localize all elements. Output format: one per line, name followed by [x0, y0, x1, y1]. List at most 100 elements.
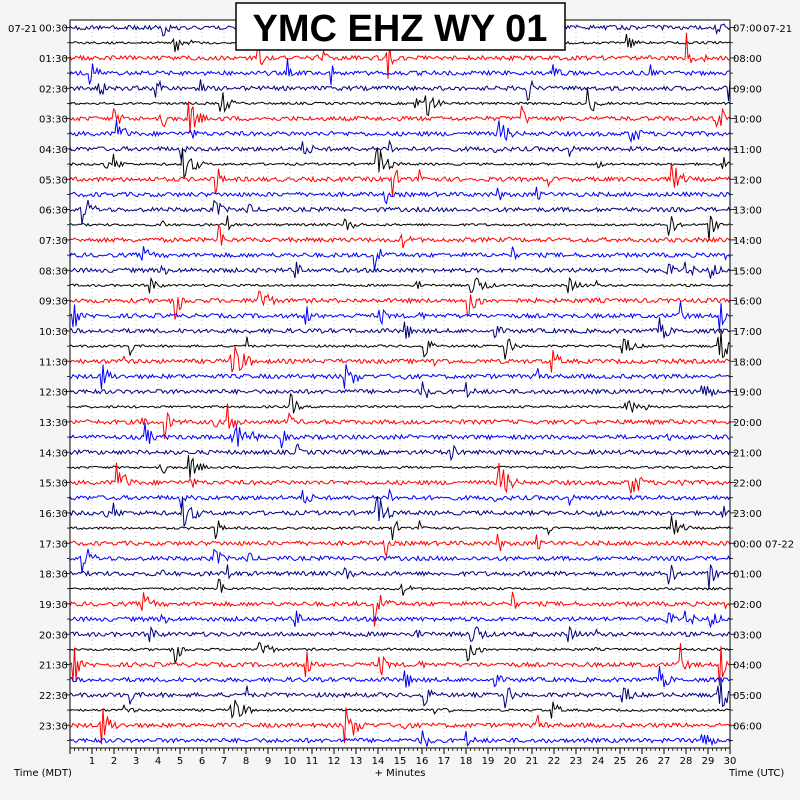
- trace-row: [69, 32, 731, 79]
- trace-row: [69, 610, 731, 628]
- right-time-label: 12:00: [733, 175, 762, 186]
- left-time-label: 03:30: [39, 115, 68, 126]
- right-axis-title: Time (UTC): [728, 768, 784, 779]
- right-time-label: 00:00 07-22: [733, 539, 794, 550]
- x-tick-label: 18: [460, 756, 473, 767]
- trace-row: [69, 533, 731, 558]
- trace-row: [69, 225, 731, 249]
- right-time-label: 09:00: [733, 84, 762, 95]
- trace-row: [69, 246, 731, 271]
- x-tick-label: 22: [548, 756, 561, 767]
- right-time-label: 14:00: [733, 236, 762, 247]
- right-time-label: 19:00: [733, 388, 762, 399]
- trace-row: [69, 58, 731, 85]
- trace-row: [69, 641, 731, 665]
- x-tick-label: 26: [636, 756, 649, 767]
- trace-row: [69, 162, 731, 198]
- left-time-label: 04:30: [39, 145, 68, 156]
- x-tick-label: 7: [221, 756, 227, 767]
- x-tick-label: 24: [592, 756, 605, 767]
- left-time-label: 06:30: [39, 206, 68, 217]
- x-tick-label: 28: [680, 756, 693, 767]
- left-time-label: 12:30: [39, 388, 68, 399]
- right-time-label: 20:00: [733, 418, 762, 429]
- trace-row: [69, 548, 731, 574]
- trace-row: [69, 381, 731, 399]
- left-time-label: 11:30: [39, 357, 68, 368]
- trace-row: [69, 422, 731, 449]
- left-time-label: 00:30: [39, 24, 68, 35]
- trace-layer: [69, 21, 731, 748]
- trace-row: [69, 707, 731, 745]
- x-tick-label: 1: [89, 756, 95, 767]
- x-tick-label: 6: [199, 756, 205, 767]
- x-tick-label: 27: [658, 756, 671, 767]
- chart-title: YMC EHZ WY 01: [253, 8, 548, 50]
- left-date-label: 07-21: [8, 24, 37, 35]
- trace-row: [69, 331, 731, 360]
- x-tick-label: 10: [284, 756, 297, 767]
- right-time-label: 21:00: [733, 448, 762, 459]
- left-time-label: 23:30: [39, 721, 68, 732]
- right-time-label: 16:00: [733, 297, 762, 308]
- left-time-label: 20:30: [39, 630, 68, 641]
- right-date-label: 07-21: [763, 24, 792, 35]
- trace-row: [69, 346, 731, 373]
- x-tick-label: 29: [702, 756, 715, 767]
- right-time-label: 22:00: [733, 479, 762, 490]
- right-time-label: 06:00: [733, 721, 762, 732]
- x-tick-label: 23: [570, 756, 583, 767]
- trace-row: [69, 199, 731, 225]
- right-time-label: 07:00: [733, 24, 762, 35]
- x-tick-label: 20: [504, 756, 517, 767]
- trace-row: [69, 186, 731, 205]
- trace-row: [69, 730, 731, 748]
- trace-row: [69, 215, 731, 241]
- left-time-label: 19:30: [39, 600, 68, 611]
- trace-row: [69, 101, 731, 134]
- left-time-label: 17:30: [39, 539, 68, 550]
- trace-row: [69, 643, 731, 686]
- trace-row: [69, 88, 731, 117]
- right-time-label: 18:00: [733, 357, 762, 368]
- trace-row: [69, 261, 731, 279]
- x-tick-label: 21: [526, 756, 539, 767]
- x-axis-label: + Minutes: [375, 768, 426, 779]
- trace-row: [69, 301, 731, 331]
- right-time-label: 02:00: [733, 600, 762, 611]
- trace-row: [69, 392, 731, 414]
- x-tick-label: 8: [243, 756, 249, 767]
- left-time-label: 07:30: [39, 236, 68, 247]
- right-time-label: 01:00: [733, 570, 762, 581]
- right-time-label: 11:00: [733, 145, 762, 156]
- right-time-label: 05:00: [733, 691, 762, 702]
- right-time-label: 03:00: [733, 630, 762, 641]
- x-tick-label: 12: [328, 756, 341, 767]
- trace-row: [69, 317, 731, 339]
- trace-row: [69, 625, 731, 643]
- left-time-label: 21:30: [39, 661, 68, 672]
- left-time-label: 13:30: [39, 418, 68, 429]
- left-axis-title: Time (MDT): [13, 768, 72, 779]
- trace-row: [69, 139, 731, 160]
- left-time-label: 18:30: [39, 570, 68, 581]
- trace-row: [69, 119, 731, 144]
- trace-row: [69, 591, 731, 627]
- right-time-label: 04:00: [733, 661, 762, 672]
- trace-row: [69, 515, 731, 541]
- trace-row: [69, 455, 731, 478]
- trace-row: [69, 564, 731, 590]
- x-tick-label: 30: [724, 756, 737, 767]
- trace-row: [69, 443, 731, 462]
- right-time-label: 13:00: [733, 206, 762, 217]
- x-tick-label: 16: [416, 756, 429, 767]
- x-tick-label: 15: [394, 756, 407, 767]
- left-time-label: 22:30: [39, 691, 68, 702]
- right-time-label: 17:00: [733, 327, 762, 338]
- left-time-label: 02:30: [39, 84, 68, 95]
- x-tick-label: 3: [133, 756, 139, 767]
- trace-row: [69, 276, 731, 294]
- x-tick-label: 9: [265, 756, 271, 767]
- x-tick-label: 25: [614, 756, 627, 767]
